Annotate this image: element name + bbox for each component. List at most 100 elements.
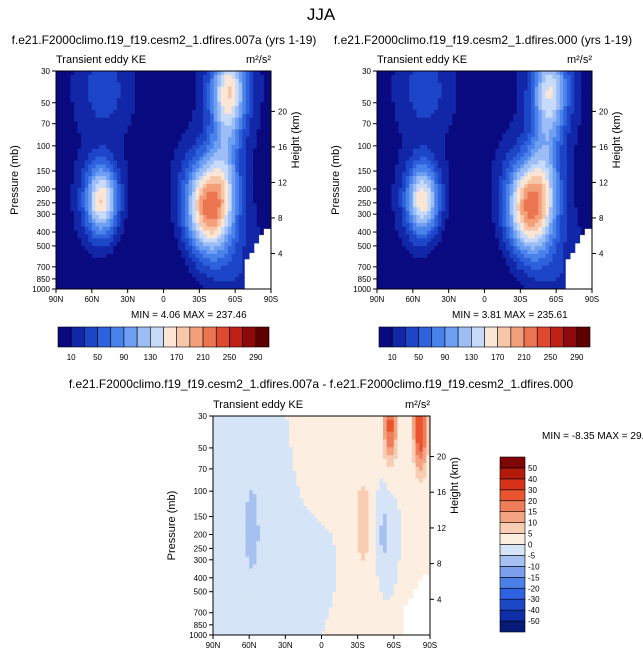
contour-cell — [134, 273, 139, 278]
contour-cell — [109, 242, 114, 247]
contour-cell — [206, 152, 211, 158]
contour-cell — [113, 102, 118, 107]
contour-cell — [63, 82, 68, 87]
contour-cell — [102, 269, 107, 274]
contour-cell — [81, 195, 86, 200]
contour-cell — [448, 121, 453, 126]
contour-cell — [398, 71, 403, 76]
contour-cell — [556, 141, 561, 146]
contour-cell — [70, 141, 75, 146]
contour-cell — [181, 281, 186, 286]
contour-cell — [263, 183, 268, 189]
contour-cell — [120, 176, 125, 181]
contour-cell — [210, 152, 215, 158]
contour-cell — [516, 117, 521, 122]
contour-cell — [416, 109, 421, 115]
contour-cell — [213, 86, 218, 91]
contour-cell — [506, 90, 510, 95]
contour-cell — [217, 246, 222, 251]
contour-cell — [102, 71, 107, 76]
contour-cell — [77, 207, 82, 212]
contour-cell — [473, 160, 478, 165]
contour-cell — [480, 164, 485, 169]
contour-cell — [102, 82, 107, 87]
contour-cell — [402, 86, 407, 91]
contour-cell — [263, 94, 268, 99]
contour-cell — [66, 215, 71, 220]
contour-cell — [377, 168, 381, 173]
contour-cell — [581, 117, 586, 122]
contour-cell — [253, 125, 258, 130]
contour-cell — [463, 71, 467, 76]
contour-cell — [84, 74, 89, 80]
contour-cell — [405, 164, 410, 169]
contour-cell — [149, 238, 154, 243]
contour-cell — [77, 109, 82, 115]
contour-cell — [260, 98, 265, 103]
contour-cell — [84, 238, 89, 243]
contour-cell — [463, 82, 467, 87]
contour-cell — [188, 183, 193, 189]
contour-cell — [520, 160, 525, 165]
contour-cell — [263, 156, 268, 161]
contour-cell — [423, 144, 428, 150]
contour-cell — [177, 109, 182, 115]
contour-cell — [224, 242, 229, 247]
contour-cell — [156, 78, 161, 84]
contour-cell — [488, 117, 493, 122]
contour-cell — [441, 160, 446, 165]
contour-cell — [174, 74, 179, 80]
contour-cell — [113, 261, 118, 267]
y-axis-label: Pressure (mb) — [9, 145, 21, 215]
contour-cell — [202, 164, 207, 169]
contour-cell — [188, 121, 193, 126]
contour-cell — [520, 90, 525, 95]
contour-cell — [235, 195, 240, 200]
contour-cell — [134, 246, 139, 251]
contour-cell — [231, 133, 236, 138]
contour-cell — [163, 250, 168, 255]
contour-cell — [409, 86, 414, 91]
contour-cell — [159, 117, 164, 122]
contour-cell — [210, 207, 215, 212]
contour-cell — [448, 168, 453, 173]
contour-cell — [477, 117, 482, 122]
contour-cell — [549, 113, 553, 119]
contour-cell — [231, 106, 236, 111]
contour-cell — [177, 172, 182, 177]
contour-cell — [174, 113, 179, 119]
contour-cell — [142, 129, 146, 134]
contour-cell — [156, 253, 161, 259]
contour-cell — [131, 222, 136, 228]
contour-cell — [159, 113, 164, 119]
contour-cell — [217, 285, 222, 290]
contour-cell — [116, 90, 121, 95]
contour-cell — [488, 98, 493, 103]
contour-cell — [506, 102, 510, 107]
contour-cell — [152, 191, 157, 196]
contour-cell — [412, 144, 417, 150]
contour-cell — [242, 253, 247, 259]
contour-cell — [116, 218, 121, 224]
contour-cell — [394, 78, 399, 84]
contour-cell — [56, 164, 60, 169]
y-tick-label: 850 — [37, 275, 51, 284]
contour-cell — [242, 269, 247, 274]
contour-cell — [84, 222, 89, 228]
contour-cell — [134, 133, 139, 138]
contour-cell — [488, 90, 493, 95]
contour-cell — [149, 242, 154, 247]
contour-cell — [156, 207, 161, 212]
contour-cell — [95, 141, 100, 146]
contour-cell — [488, 148, 493, 154]
contour-cell — [238, 199, 243, 204]
contour-cell — [56, 265, 60, 270]
contour-cell — [498, 113, 503, 119]
contour-cell — [253, 176, 258, 181]
contour-cell — [235, 242, 240, 247]
contour-cell — [249, 125, 254, 130]
contour-cell — [231, 160, 236, 165]
contour-cell — [73, 156, 78, 161]
contour-cell — [145, 113, 150, 119]
contour-cell — [441, 98, 446, 103]
